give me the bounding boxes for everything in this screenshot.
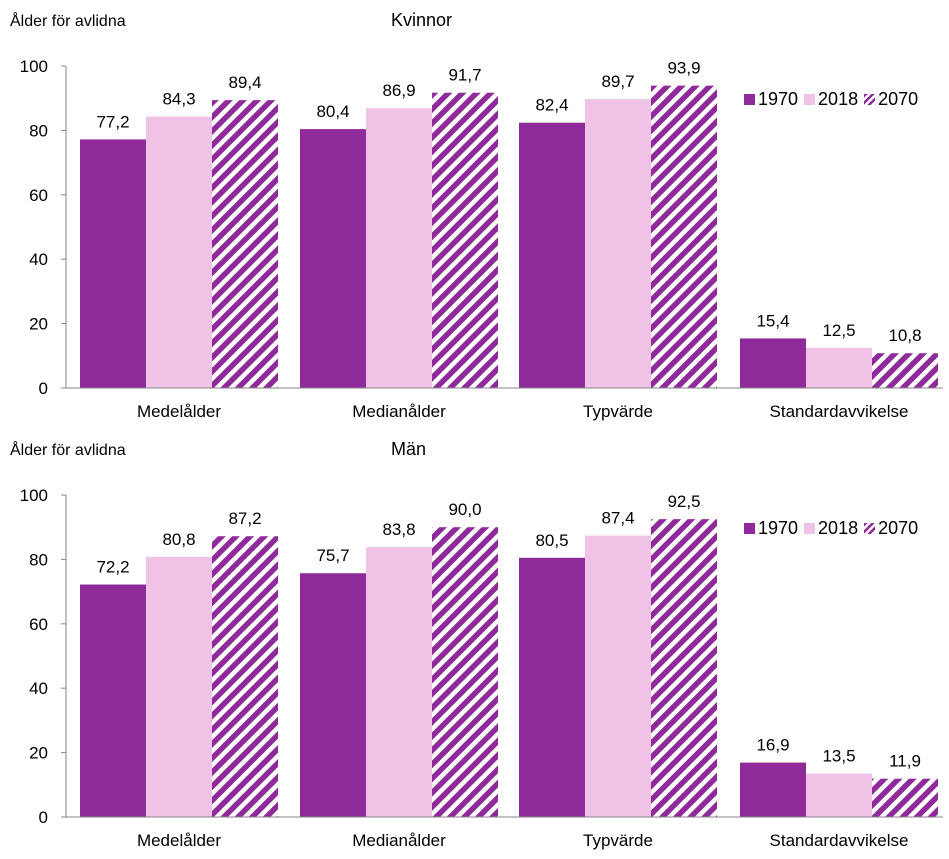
y-tick-label: 60	[29, 186, 48, 205]
x-tick-label: Standardavvikelse	[770, 402, 909, 421]
data-label: 82,4	[535, 96, 568, 115]
bar-2018	[146, 116, 212, 388]
chart-panel-man: 0 20 40 60 80 100 72,2 80,8 87,2 Medelålder 75,7 83…	[0, 429, 949, 859]
legend-item-2018: 2018	[804, 518, 858, 539]
bar-2070	[872, 778, 938, 817]
x-tick-label: Standardavvikelse	[770, 831, 909, 850]
data-label: 15,4	[756, 311, 789, 330]
bar-1970	[519, 557, 585, 817]
bar-1970	[740, 762, 806, 817]
data-label: 91,7	[448, 66, 481, 85]
bar-2018	[366, 547, 432, 817]
y-tick-label: 0	[39, 379, 48, 398]
y-tick-label: 40	[29, 679, 48, 698]
data-label: 80,5	[535, 531, 568, 550]
data-label: 77,2	[96, 112, 129, 131]
data-label: 86,9	[382, 81, 415, 100]
chart-title: Män	[391, 439, 427, 459]
data-label: 10,8	[888, 326, 921, 345]
data-label: 87,4	[601, 509, 634, 528]
x-tick-label: Typvärde	[583, 831, 653, 850]
legend-swatch	[804, 523, 816, 534]
legend-swatch	[864, 523, 876, 534]
x-tick-label: Medelålder	[137, 402, 221, 421]
legend: 1970 2018 2070	[744, 518, 924, 539]
data-label: 80,4	[316, 102, 349, 121]
chart-title: Kvinnor	[391, 10, 453, 30]
data-label: 89,4	[228, 73, 261, 92]
chart-kvinnor: 0 20 40 60 80 100 77,2 84,3 89,4 Medelålder 80,4 86…	[20, 57, 943, 421]
data-label: 12,5	[822, 321, 855, 340]
bar-2018	[585, 535, 651, 817]
data-label: 13,5	[822, 747, 855, 766]
legend-label: 2070	[878, 89, 919, 109]
legend-swatch	[744, 94, 755, 105]
legend-label: 1970	[758, 89, 799, 109]
legend-label: 2070	[878, 518, 919, 538]
y-axis-label: Ålder för avlidna	[10, 13, 126, 30]
y-tick-label: 80	[29, 121, 48, 140]
y-tick-label: 20	[29, 315, 48, 334]
legend-swatch	[864, 94, 876, 105]
legend-item-2070: 2070	[864, 89, 918, 110]
data-label: 75,7	[316, 546, 349, 565]
legend-label: 2018	[818, 89, 859, 109]
legend-item-2018: 2018	[804, 89, 858, 110]
bar-2018	[806, 773, 872, 817]
legend-swatch	[744, 523, 755, 534]
data-label: 16,9	[756, 736, 789, 755]
bar-2018	[366, 108, 432, 388]
legend-item-1970: 1970	[744, 89, 798, 110]
data-label: 80,8	[162, 530, 195, 549]
x-tick-label: Medelålder	[137, 831, 221, 850]
bar-1970	[300, 129, 366, 388]
legend-label: 2018	[818, 518, 859, 538]
y-tick-label: 60	[29, 615, 48, 634]
x-tick-label: Typvärde	[583, 402, 653, 421]
data-label: 89,7	[601, 72, 634, 91]
bar-1970	[80, 584, 146, 817]
bar-2070	[212, 536, 278, 817]
data-label: 72,2	[96, 558, 129, 577]
legend-item-1970: 1970	[744, 518, 798, 539]
bar-1970	[300, 573, 366, 817]
data-label: 93,9	[667, 59, 700, 78]
y-tick-label: 80	[29, 550, 48, 569]
bar-2070	[212, 100, 278, 388]
y-axis-label: Ålder för avlidna	[10, 442, 126, 459]
y-tick-label: 100	[20, 57, 48, 76]
bar-2070	[432, 527, 498, 817]
legend: 1970 2018 2070	[744, 89, 924, 110]
y-tick-label: 100	[20, 486, 48, 505]
bar-1970	[80, 139, 146, 388]
data-label: 92,5	[667, 492, 700, 511]
legend-item-2070: 2070	[864, 518, 918, 539]
bar-2070	[872, 353, 938, 388]
bar-2018	[806, 347, 872, 388]
data-label: 83,8	[382, 520, 415, 539]
data-label: 87,2	[228, 509, 261, 528]
bar-2018	[146, 556, 212, 817]
chart-panel-kvinnor: 0 20 40 60 80 100 77,2 84,3 89,4 Medelålder 80,4 86…	[10, 10, 943, 421]
bar-1970	[519, 122, 585, 388]
y-tick-label: 0	[39, 808, 48, 827]
bar-2018	[585, 99, 651, 388]
bar-1970	[740, 338, 806, 388]
bar-2070	[432, 92, 498, 388]
bar-2070	[651, 85, 717, 388]
y-tick-label: 20	[29, 744, 48, 763]
legend-label: 1970	[758, 518, 799, 538]
chart-man: 0 20 40 60 80 100 72,2 80,8 87,2 Medelålder 75,7 83…	[20, 486, 943, 850]
legend-swatch	[804, 94, 816, 105]
y-tick-label: 40	[29, 250, 48, 269]
x-tick-label: Medianålder	[352, 831, 446, 850]
bar-2070	[651, 519, 717, 817]
data-label: 90,0	[448, 500, 481, 519]
data-label: 84,3	[162, 90, 195, 109]
data-label: 11,9	[889, 752, 921, 771]
x-tick-label: Medianålder	[352, 402, 446, 421]
